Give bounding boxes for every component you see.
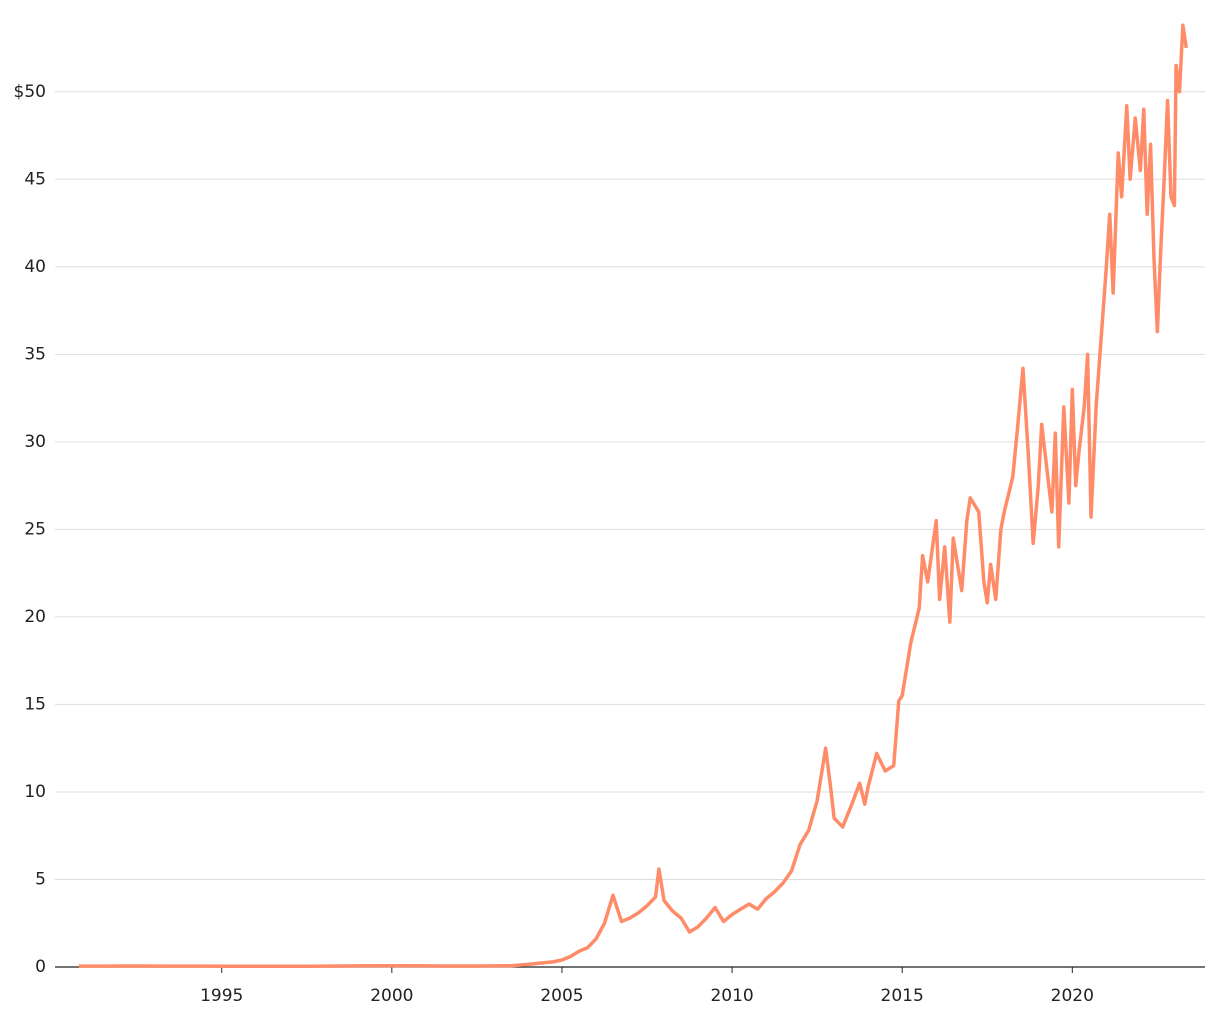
y-tick-label: 5 [35, 869, 46, 889]
x-tick-label: 1995 [200, 986, 243, 1006]
y-tick-label: $50 [14, 82, 46, 102]
y-tick-label: 35 [24, 344, 46, 364]
y-tick-label: 45 [24, 169, 46, 189]
y-tick-label: 0 [35, 957, 46, 977]
price-line [78, 23, 1189, 969]
y-tick-label: 15 [24, 694, 46, 714]
x-tick-label: 2000 [370, 986, 413, 1006]
y-tick-label: 10 [24, 782, 46, 802]
y-tick-label: 25 [24, 519, 46, 539]
x-tick-label: 2010 [710, 986, 753, 1006]
y-tick-label: 20 [24, 607, 46, 627]
x-tick-label: 2015 [881, 986, 924, 1006]
x-tick-label: 2020 [1051, 986, 1094, 1006]
y-tick-label: 30 [24, 432, 46, 452]
x-tick-label: 2005 [540, 986, 583, 1006]
y-tick-label: 40 [24, 257, 46, 277]
